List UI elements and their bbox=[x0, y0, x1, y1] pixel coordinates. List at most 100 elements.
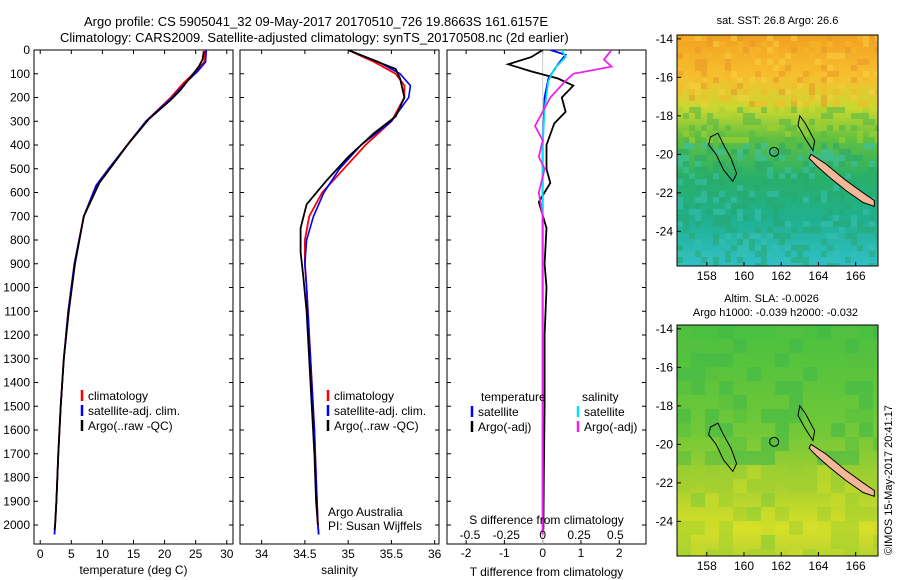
sst_map-field-cell bbox=[677, 203, 683, 209]
sla_map-field-cell bbox=[761, 437, 775, 451]
sst_map-field-cell bbox=[857, 131, 863, 137]
sst_map-field-cell bbox=[737, 35, 743, 41]
sst_map-field-cell bbox=[743, 137, 749, 143]
sst_map-field-cell bbox=[719, 263, 725, 266]
sst_map-ytick-label: -22 bbox=[656, 186, 674, 200]
sla_map-ytick-label: -18 bbox=[656, 399, 674, 413]
sst_map-field-cell bbox=[773, 209, 779, 215]
difference-xtick-label: 0 bbox=[539, 546, 546, 560]
sst_map-field-cell bbox=[701, 257, 707, 263]
sst_map-field-cell bbox=[851, 161, 857, 167]
sst_map-field-cell bbox=[821, 101, 827, 107]
sst_map-field-cell bbox=[737, 257, 743, 263]
sst_map-field-cell bbox=[713, 179, 719, 185]
sst_map-field-cell bbox=[851, 125, 857, 131]
sst_map-field-cell bbox=[779, 173, 785, 179]
sst_map-ytick-label: -16 bbox=[656, 70, 674, 84]
temperature-panel: 0 5 10 15 20 25 300100200300400500600700800900… bbox=[3, 43, 233, 577]
sst_map-field-cell bbox=[695, 137, 701, 143]
sst_map-field-cell bbox=[845, 233, 851, 239]
sst_map-field-cell bbox=[827, 197, 833, 203]
sst_map-xtick-label: 158 bbox=[697, 269, 717, 283]
sst_map-field-cell bbox=[767, 251, 773, 257]
sst_map-field-cell bbox=[845, 221, 851, 227]
sst_map-field-cell bbox=[755, 209, 761, 215]
sst_map-field-cell bbox=[725, 227, 731, 233]
sst_map-field-cell bbox=[719, 149, 725, 155]
sst_map-field-cell bbox=[839, 149, 845, 155]
sst_map-field-cell bbox=[719, 197, 725, 203]
sst_map-field-cell bbox=[869, 215, 875, 221]
sst_map-field-cell bbox=[875, 125, 878, 131]
sst_map-field-cell bbox=[785, 107, 791, 113]
sla_map-field-cell bbox=[761, 465, 775, 479]
sla_map-xtick-label: 158 bbox=[697, 559, 717, 573]
sst_map-field-cell bbox=[869, 161, 875, 167]
sst_map-field-cell bbox=[803, 197, 809, 203]
sst_map-field-cell bbox=[791, 47, 797, 53]
sla_map-field-cell bbox=[705, 409, 719, 423]
sst_map-field-cell bbox=[719, 251, 725, 257]
sla_map-field-cell bbox=[803, 465, 817, 479]
sst_map-field-cell bbox=[827, 191, 833, 197]
sla_map-field-cell bbox=[733, 339, 747, 353]
sst_map-field-cell bbox=[839, 53, 845, 59]
sla_map-field-cell bbox=[691, 339, 705, 353]
sst_map-field-cell bbox=[821, 143, 827, 149]
sst_map-field-cell bbox=[863, 107, 869, 113]
sst_map-field-cell bbox=[779, 89, 785, 95]
sst_map-field-cell bbox=[755, 245, 761, 251]
sst_map-field-cell bbox=[797, 83, 803, 89]
sst_map-field-cell bbox=[797, 245, 803, 251]
sst_map-field-cell bbox=[785, 65, 791, 71]
sst_map-field-cell bbox=[875, 197, 878, 203]
difference-series-line-salinity-argo-adj- bbox=[533, 50, 614, 535]
temperature-legend-label: Argo(..raw -QC) bbox=[88, 419, 173, 433]
sla_map-field-cell bbox=[789, 549, 803, 556]
sst_map-field-cell bbox=[689, 125, 695, 131]
sla_map-field-cell bbox=[691, 493, 705, 507]
salinity-xtick-label: 35 bbox=[341, 547, 355, 561]
sst_map-field-cell bbox=[863, 41, 869, 47]
sst_map-xtick-label: 166 bbox=[846, 269, 866, 283]
sst_map-field-cell bbox=[845, 149, 851, 155]
sst_map-field-cell bbox=[737, 233, 743, 239]
sst_map-field-cell bbox=[803, 59, 809, 65]
sst_map-field-cell bbox=[767, 161, 773, 167]
sla_map-field-cell bbox=[691, 465, 705, 479]
sla_map-field-cell bbox=[859, 395, 873, 409]
salinity-panel: 34 34.5 35 35.5 36 salinity climatologysatelli… bbox=[239, 49, 442, 577]
sst_map-field-cell bbox=[713, 191, 719, 197]
sst_map-field-cell bbox=[737, 179, 743, 185]
sst_map-field-cell bbox=[875, 77, 878, 83]
sst_map-field-cell bbox=[725, 125, 731, 131]
sst_map-field-cell bbox=[839, 173, 845, 179]
sst_map-field-cell bbox=[833, 221, 839, 227]
sst_map-field-cell bbox=[863, 173, 869, 179]
sst_map-field-cell bbox=[827, 71, 833, 77]
sst_map-field-cell bbox=[839, 107, 845, 113]
sst_map-field-cell bbox=[785, 221, 791, 227]
sst_map-field-cell bbox=[707, 149, 713, 155]
depth-tick-label: 900 bbox=[10, 257, 30, 271]
sst_map-field-cell bbox=[827, 35, 833, 41]
depth-tick-label: 1700 bbox=[3, 447, 30, 461]
sst_map-field-cell bbox=[737, 239, 743, 245]
sst_map-field-cell bbox=[683, 149, 689, 155]
sst_map-field-cell bbox=[833, 161, 839, 167]
sst_map-field-cell bbox=[773, 245, 779, 251]
salinity-xtick-label: 35.5 bbox=[380, 547, 404, 561]
sst_map-field-cell bbox=[755, 233, 761, 239]
sla_map-field-cell bbox=[789, 479, 803, 493]
sst_map-field-cell bbox=[851, 155, 857, 161]
sst_map-field-cell bbox=[725, 167, 731, 173]
sst_map-field-cell bbox=[797, 143, 803, 149]
sst_map-field-cell bbox=[695, 65, 701, 71]
sst_map-field-cell bbox=[785, 125, 791, 131]
sst_map-field-cell bbox=[719, 131, 725, 137]
sla_map-field-cell bbox=[817, 507, 831, 521]
sst_map-field-cell bbox=[749, 233, 755, 239]
sst_map-field-cell bbox=[731, 71, 737, 77]
sst_map-field-cell bbox=[689, 251, 695, 257]
sst_map-field-cell bbox=[737, 65, 743, 71]
